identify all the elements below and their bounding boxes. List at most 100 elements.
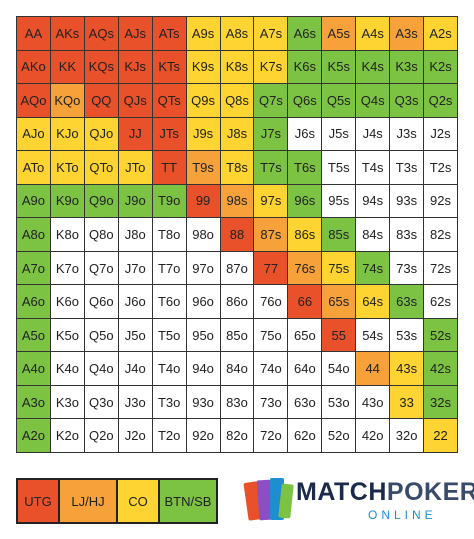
hand-cell: 52s (424, 318, 457, 352)
hand-cell: 97s (254, 184, 288, 218)
hand-cell: 63o (288, 385, 322, 419)
hand-cell: 72o (254, 419, 288, 452)
hand-cell: T2s (424, 151, 457, 184)
hand-cell: A5o (17, 318, 50, 352)
hand-cell: 99 (186, 184, 220, 218)
hand-cell: T4s (356, 151, 390, 184)
hand-cell: T6s (288, 151, 322, 184)
hand-cell: 95o (186, 318, 220, 352)
hand-cell: A4o (17, 352, 50, 385)
hand-cell: J5o (118, 318, 152, 352)
hand-cell: J2s (424, 117, 457, 151)
hand-cell: 73s (390, 251, 424, 285)
legend: UTG LJ/HJ CO BTN/SB (16, 478, 218, 524)
hand-cell: 87o (220, 251, 254, 285)
hand-cell: J4o (118, 352, 152, 385)
hand-cell: 44 (356, 352, 390, 385)
hand-cell: J3o (118, 385, 152, 419)
hand-cell: 95s (322, 184, 356, 218)
hand-cell: JTs (152, 117, 186, 151)
hand-cell: K2s (424, 50, 457, 84)
hand-cell: ATo (17, 151, 50, 184)
hand-cell: J7s (254, 117, 288, 151)
hand-cell: T5s (322, 151, 356, 184)
hand-cell: 82o (220, 419, 254, 452)
hand-cell: 88 (220, 218, 254, 251)
hand-cell: A7o (17, 251, 50, 285)
hand-cell: A3o (17, 385, 50, 419)
hand-cell: 97o (186, 251, 220, 285)
hand-cell: KK (50, 50, 84, 84)
hand-cell: J9s (186, 117, 220, 151)
hand-cell: 32s (424, 385, 457, 419)
hand-cell: 86s (288, 218, 322, 251)
hand-cell: ATs (152, 17, 186, 50)
hand-cell: Q8o (84, 218, 118, 251)
hand-cell: Q5o (84, 318, 118, 352)
hand-cell: QJo (84, 117, 118, 151)
hand-cell: KQs (84, 50, 118, 84)
hand-cell: KJo (50, 117, 84, 151)
hand-cell: Q4o (84, 352, 118, 385)
hand-cell: 42s (424, 352, 457, 385)
hand-cell: JTo (118, 151, 152, 184)
logo-text: MATCHPOKER (296, 478, 474, 507)
hand-cell: K5o (50, 318, 84, 352)
hand-cell: J6s (288, 117, 322, 151)
hand-cell: J8o (118, 218, 152, 251)
hand-cell: K3o (50, 385, 84, 419)
hand-cell: A9s (186, 17, 220, 50)
hand-cell: Q2s (424, 84, 457, 117)
hand-cell: T8o (152, 218, 186, 251)
hand-cell: J9o (118, 184, 152, 218)
hand-cell: Q6o (84, 285, 118, 318)
hand-cell: K3s (390, 50, 424, 84)
hand-cell: AQs (84, 17, 118, 50)
hand-cell: T3o (152, 385, 186, 419)
hand-cell: K7o (50, 251, 84, 285)
hand-cell: Q8s (220, 84, 254, 117)
hand-cell: 83o (220, 385, 254, 419)
hand-cell: 65s (322, 285, 356, 318)
hand-cell: 82s (424, 218, 457, 251)
hand-cell: 22 (424, 419, 457, 452)
hand-cell: A5s (322, 17, 356, 50)
hand-cell: K8s (220, 50, 254, 84)
hand-cell: 76s (288, 251, 322, 285)
hand-cell: AA (17, 17, 50, 50)
hand-cell: T7s (254, 151, 288, 184)
hand-cell: K2o (50, 419, 84, 452)
hand-cell: 43o (356, 385, 390, 419)
hand-cell: 73o (254, 385, 288, 419)
hand-cell: Q2o (84, 419, 118, 452)
hand-cell: J4s (356, 117, 390, 151)
hand-cell: TT (152, 151, 186, 184)
hand-cell: J6o (118, 285, 152, 318)
hand-cell: Q4s (356, 84, 390, 117)
hand-cell: 92s (424, 184, 457, 218)
hand-cell: A6s (288, 17, 322, 50)
hand-cell: Q3o (84, 385, 118, 419)
hand-cell: A2s (424, 17, 457, 50)
hand-cell: 93o (186, 385, 220, 419)
hand-cell: J7o (118, 251, 152, 285)
hand-cell: T5o (152, 318, 186, 352)
hand-grid: AA AKs AQs AJs ATs A9s A8s A7s A6s A5s A4s A3s A2s AK… (16, 16, 458, 453)
hand-cell: T3s (390, 151, 424, 184)
hand-cell: 94s (356, 184, 390, 218)
hand-cell: 98s (220, 184, 254, 218)
hand-cell: 53o (322, 385, 356, 419)
hand-cell: AKo (17, 50, 50, 84)
logo-tagline: ONLINE (368, 508, 437, 522)
hand-cell: A9o (17, 184, 50, 218)
hand-cell: 83s (390, 218, 424, 251)
logo-card (256, 479, 274, 521)
hand-cell: Q7o (84, 251, 118, 285)
hand-cell: KQo (50, 84, 84, 117)
hand-cell: 96o (186, 285, 220, 318)
hand-cell: A2o (17, 419, 50, 452)
hand-cell: 85o (220, 318, 254, 352)
legend-item: CO (118, 480, 158, 522)
hand-cell: 92o (186, 419, 220, 452)
